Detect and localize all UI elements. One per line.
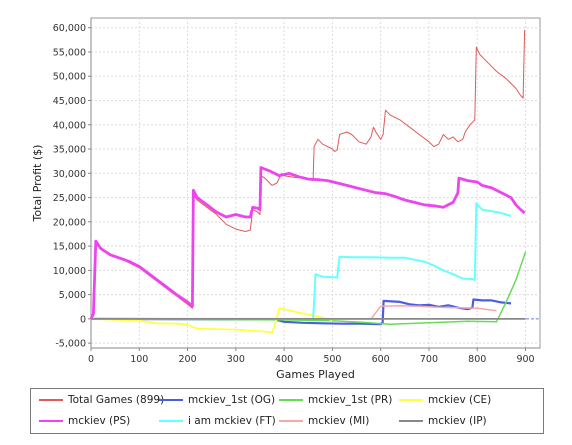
plot-area xyxy=(90,17,541,349)
legend-swatch xyxy=(279,399,303,401)
x-tick-label: 600 xyxy=(372,354,390,365)
y-tick-label: 20,000 xyxy=(53,217,86,228)
legend-item: mckiev_1st (OG) xyxy=(159,394,275,406)
series-line-3 xyxy=(90,307,333,334)
y-tick-label: -5,000 xyxy=(55,339,86,350)
legend-item: mckiev (PS) xyxy=(39,415,130,427)
series-line-5 xyxy=(91,202,512,320)
legend-label: mckiev (MI) xyxy=(308,415,370,427)
legend-item: Total Games (899) xyxy=(39,394,164,406)
x-tick-label: 700 xyxy=(420,354,438,365)
y-tick-label: 10,000 xyxy=(53,266,86,277)
series-line-2 xyxy=(90,251,527,325)
series-line-0 xyxy=(90,30,526,320)
legend-item: i am mckiev (FT) xyxy=(159,415,276,427)
series-line-4 xyxy=(89,166,526,320)
series-line-1 xyxy=(90,298,512,326)
legend-item: mckiev (IP) xyxy=(399,415,487,427)
y-tick-label: 0 xyxy=(80,314,86,325)
x-axis-title: Games Played xyxy=(276,368,355,381)
legend-swatch xyxy=(399,420,423,422)
x-tick-label: 200 xyxy=(178,354,196,365)
y-tick-label: 30,000 xyxy=(53,169,86,180)
legend-item: mckiev (CE) xyxy=(399,394,491,406)
y-tick-label: 25,000 xyxy=(53,193,86,204)
x-tick-label: 0 xyxy=(88,354,94,365)
y-tick-label: 50,000 xyxy=(53,72,86,83)
legend-label: mckiev (PS) xyxy=(68,415,131,427)
legend-swatch xyxy=(159,399,183,401)
chart-legend: Total Games (899) mckiev_1st (OG) mckiev_1… xyxy=(30,388,544,434)
x-tick-label: 400 xyxy=(275,354,293,365)
series-line-6 xyxy=(91,305,497,320)
y-tick-label: 15,000 xyxy=(53,242,86,253)
y-axis-title: Total Profit ($) xyxy=(31,145,44,223)
y-tick-label: 40,000 xyxy=(53,120,86,131)
legend-label: mckiev (IP) xyxy=(428,415,487,427)
y-tick-label: 60,000 xyxy=(53,23,86,34)
legend-label: i am mckiev (FT) xyxy=(188,415,276,427)
legend-swatch xyxy=(279,420,303,422)
legend-label: Total Games (899) xyxy=(68,394,165,406)
y-tick-label: 5,000 xyxy=(59,290,86,301)
y-tick-label: 55,000 xyxy=(53,47,86,58)
legend-swatch xyxy=(399,399,423,401)
legend-label: mckiev_1st (PR) xyxy=(308,394,393,406)
x-tick-label: 100 xyxy=(130,354,148,365)
legend-swatch xyxy=(159,420,183,422)
y-tick-label: 35,000 xyxy=(53,145,86,156)
x-tick-label: 800 xyxy=(468,354,486,365)
y-tick-label: 45,000 xyxy=(53,96,86,107)
legend-item: mckiev_1st (PR) xyxy=(279,394,392,406)
legend-swatch xyxy=(39,399,63,401)
legend-label: mckiev_1st (OG) xyxy=(188,394,276,406)
x-tick-label: 500 xyxy=(323,354,341,365)
legend-swatch xyxy=(39,420,63,422)
legend-label: mckiev (CE) xyxy=(428,394,492,406)
x-tick-label: 300 xyxy=(227,354,245,365)
x-tick-label: 900 xyxy=(516,354,534,365)
legend-item: mckiev (MI) xyxy=(279,415,369,427)
